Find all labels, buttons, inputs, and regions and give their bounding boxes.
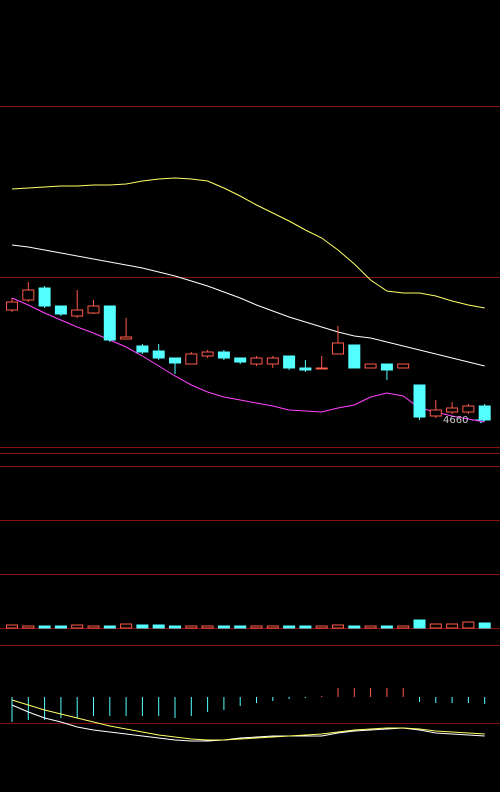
candle-body	[478, 405, 491, 421]
volume-bar	[87, 625, 100, 629]
candle-body	[364, 363, 377, 369]
volume-bar	[397, 625, 410, 629]
volume-bar	[283, 625, 296, 629]
candle-body	[332, 342, 344, 355]
line-series	[11, 177, 485, 309]
volume-bar	[478, 622, 491, 629]
volume-bar	[250, 625, 263, 629]
candle-body	[397, 363, 410, 369]
candle-body	[250, 357, 263, 365]
volume-bar	[429, 623, 442, 629]
candle-body	[201, 351, 214, 357]
candle-body	[169, 357, 181, 364]
volume-bar	[446, 623, 459, 629]
candle-body	[462, 405, 475, 413]
volume-bar	[234, 625, 247, 629]
line-series	[11, 297, 485, 423]
candle-body	[38, 287, 51, 307]
candle-body	[6, 301, 18, 311]
volume-bar	[169, 625, 181, 629]
candle-body	[71, 309, 84, 317]
volume-bar	[54, 625, 67, 629]
volume-bar	[6, 624, 18, 629]
volume-bar	[136, 624, 149, 629]
volume-bar	[266, 625, 279, 629]
candle-body	[429, 409, 442, 417]
candle-body	[446, 407, 459, 413]
volume-bar	[413, 619, 426, 629]
volume-bar	[315, 625, 328, 629]
candle-body	[103, 305, 116, 341]
line-series	[11, 699, 485, 741]
volume-bar	[185, 625, 198, 629]
candle-body	[185, 353, 198, 365]
volume-bar	[364, 625, 377, 629]
candle-body	[266, 357, 279, 365]
volume-bar	[38, 625, 51, 629]
volume-bar	[120, 623, 133, 629]
candle-body	[217, 351, 230, 359]
volume-bar	[22, 625, 35, 629]
volume-bar	[299, 625, 312, 629]
candle-body	[54, 305, 67, 315]
annotation: 4660	[443, 415, 468, 426]
candle-body	[87, 305, 100, 314]
volume-bar	[380, 625, 393, 629]
volume-bar	[348, 625, 361, 629]
candle-body	[120, 336, 133, 340]
volume-bar	[462, 621, 475, 629]
candle-body	[299, 367, 312, 371]
candle-body	[136, 345, 149, 353]
volume-bar	[201, 625, 214, 629]
candle-body	[283, 355, 296, 369]
volume-bar	[103, 625, 116, 629]
candle-body	[413, 384, 426, 418]
candle-body	[152, 350, 165, 359]
candle-body	[234, 357, 247, 363]
candle-body	[348, 344, 361, 369]
volume-bar	[217, 625, 230, 629]
volume-bar	[332, 624, 344, 629]
candle-body	[22, 289, 35, 301]
volume-bar	[152, 624, 165, 629]
volume-bar	[71, 624, 84, 629]
candle-body	[315, 367, 328, 370]
line-series	[11, 244, 485, 367]
candle-body	[380, 363, 393, 371]
